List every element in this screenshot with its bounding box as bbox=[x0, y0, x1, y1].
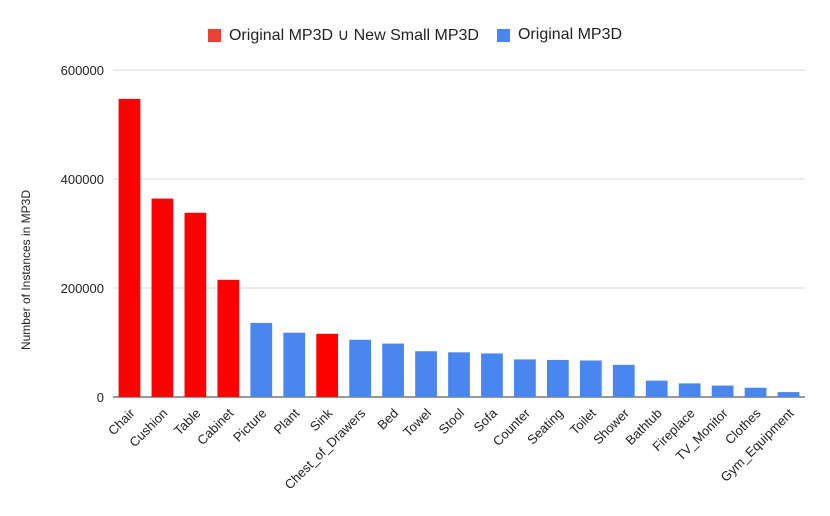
bar bbox=[217, 279, 240, 397]
bar bbox=[382, 343, 404, 397]
x-tick-label: Stool bbox=[436, 405, 468, 437]
bar bbox=[645, 380, 668, 397]
bar bbox=[678, 383, 701, 397]
bar bbox=[481, 353, 503, 397]
y-tick-label: 200000 bbox=[61, 281, 104, 296]
y-tick-label: 600000 bbox=[61, 63, 104, 78]
legend: Original MP3D ∪ New Small MP3D Original … bbox=[0, 24, 830, 46]
bar bbox=[349, 339, 372, 397]
bar bbox=[250, 322, 273, 397]
x-tick-label: Towel bbox=[400, 405, 434, 439]
legend-item-union: Original MP3D ∪ New Small MP3D bbox=[207, 25, 479, 45]
bar bbox=[612, 364, 635, 397]
bar bbox=[744, 387, 767, 397]
bar bbox=[777, 392, 800, 397]
bar bbox=[118, 98, 141, 397]
bar bbox=[415, 351, 437, 397]
bar bbox=[514, 359, 536, 397]
legend-label-union: Original MP3D ∪ New Small MP3D bbox=[228, 27, 479, 44]
bar bbox=[316, 333, 339, 397]
x-tick-label: Plant bbox=[271, 405, 303, 437]
bar bbox=[448, 352, 470, 397]
x-tick-label: Counter bbox=[490, 405, 534, 449]
bar bbox=[184, 212, 207, 397]
bar bbox=[546, 359, 569, 397]
legend-swatch-original bbox=[496, 28, 510, 42]
legend-label-original: Original MP3D bbox=[517, 26, 623, 43]
y-tick-label: 400000 bbox=[61, 172, 104, 187]
y-tick-label: 0 bbox=[97, 390, 104, 405]
legend-item-original: Original MP3D bbox=[496, 26, 623, 44]
legend-swatch-union bbox=[207, 28, 221, 42]
bar bbox=[151, 198, 174, 397]
x-tick-label: Seating bbox=[524, 406, 566, 448]
bar bbox=[711, 385, 734, 397]
bar bbox=[579, 360, 602, 397]
x-tick-label: Bed bbox=[374, 406, 401, 433]
x-tick-label: Picture bbox=[230, 406, 269, 445]
x-tick-label: Cabinet bbox=[194, 405, 237, 448]
x-tick-label: Sink bbox=[307, 405, 336, 434]
bar bbox=[283, 332, 306, 397]
